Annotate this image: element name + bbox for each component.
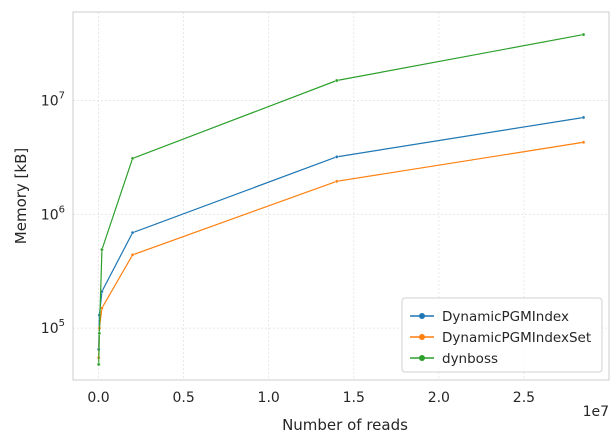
legend-swatch-marker	[419, 355, 425, 361]
data-point	[581, 140, 586, 145]
x-tick-label: 2.5	[513, 390, 535, 406]
y-tick-label: 106	[41, 204, 65, 223]
y-tick-label: 105	[41, 318, 65, 337]
series-line	[98, 33, 584, 365]
legend-swatch-marker	[419, 334, 425, 340]
data-point	[100, 247, 104, 252]
y-axis-title: Memory [kB]	[12, 148, 30, 244]
y-axis-ticks: 105 106 107	[41, 91, 65, 338]
plot-frame	[72, 11, 610, 381]
data-point	[96, 362, 101, 367]
x-axis-offset-label: 1e7	[583, 404, 609, 420]
legend-box	[401, 297, 603, 373]
data-point	[334, 78, 339, 83]
data-point	[100, 306, 104, 310]
data-point	[581, 32, 586, 37]
x-tick-label: 0.5	[172, 390, 194, 406]
data-point	[130, 253, 135, 257]
legend: DynamicPGMIndex DynamicPGMIndexSet dynboss	[401, 297, 603, 373]
grid	[73, 12, 609, 380]
x-tick-label: 1.5	[343, 390, 365, 406]
x-axis-ticks: 0.0 0.5 1.0 1.5 2.0 2.5	[87, 390, 535, 406]
legend-label: DynamicPGMIndex	[442, 309, 569, 325]
series-dynboss	[96, 32, 586, 367]
x-axis-title: Number of reads	[282, 416, 408, 434]
data-point	[130, 230, 135, 235]
data-point	[334, 155, 339, 159]
x-tick-label: 1.0	[258, 390, 280, 406]
x-tick-label: 2.0	[428, 390, 450, 406]
series-lines	[96, 32, 586, 367]
legend-label: DynamicPGMIndexSet	[442, 330, 591, 346]
data-point	[97, 331, 102, 336]
legend-label: dynboss	[442, 351, 498, 367]
data-point	[334, 179, 339, 184]
x-tick-label: 0.0	[87, 390, 109, 406]
y-tick-label: 107	[41, 91, 65, 110]
data-point	[130, 156, 135, 161]
legend-swatch-marker	[419, 313, 425, 319]
data-point	[581, 115, 586, 120]
